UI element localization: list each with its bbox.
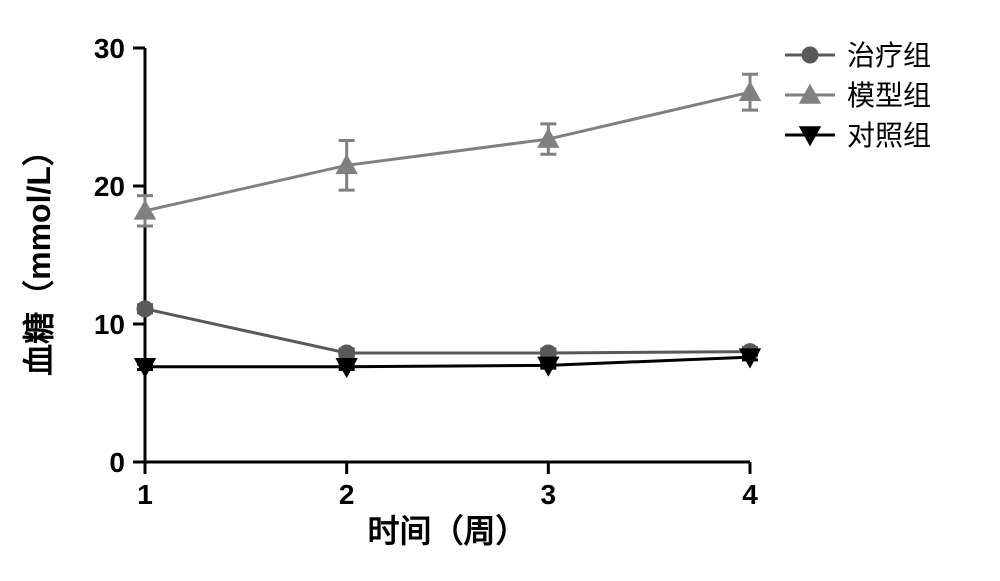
chart-container: 1 2 3 4 0 10 20 30 时间（周） 血糖（mmol/L） 治疗组模型组对照组 [0, 0, 1000, 581]
x-tick-label: 2 [339, 479, 355, 510]
y-axis-label: 血糖（mmol/L） [21, 134, 57, 376]
legend-label: 对照组 [847, 120, 931, 151]
data-point [740, 82, 761, 101]
y-tick-label: 20 [94, 171, 125, 202]
legend-label: 治疗组 [847, 40, 931, 71]
y-tick-label: 0 [109, 447, 125, 478]
series [135, 74, 761, 226]
line-chart: 1 2 3 4 0 10 20 30 时间（周） 血糖（mmol/L） 治疗组模型组对照组 [0, 0, 1000, 581]
x-tick-label: 1 [137, 479, 153, 510]
x-axis-label: 时间（周） [367, 513, 527, 549]
series [137, 301, 758, 361]
x-tick-label: 4 [742, 479, 758, 510]
series-line [145, 357, 750, 367]
y-tick-label: 30 [94, 33, 125, 64]
x-tick-label: 3 [541, 479, 557, 510]
y-tick-label: 10 [94, 309, 125, 340]
legend-marker [802, 47, 818, 63]
series-line [145, 92, 750, 211]
series-line [145, 309, 750, 353]
data-point [137, 301, 153, 317]
legend-label: 模型组 [847, 80, 931, 111]
